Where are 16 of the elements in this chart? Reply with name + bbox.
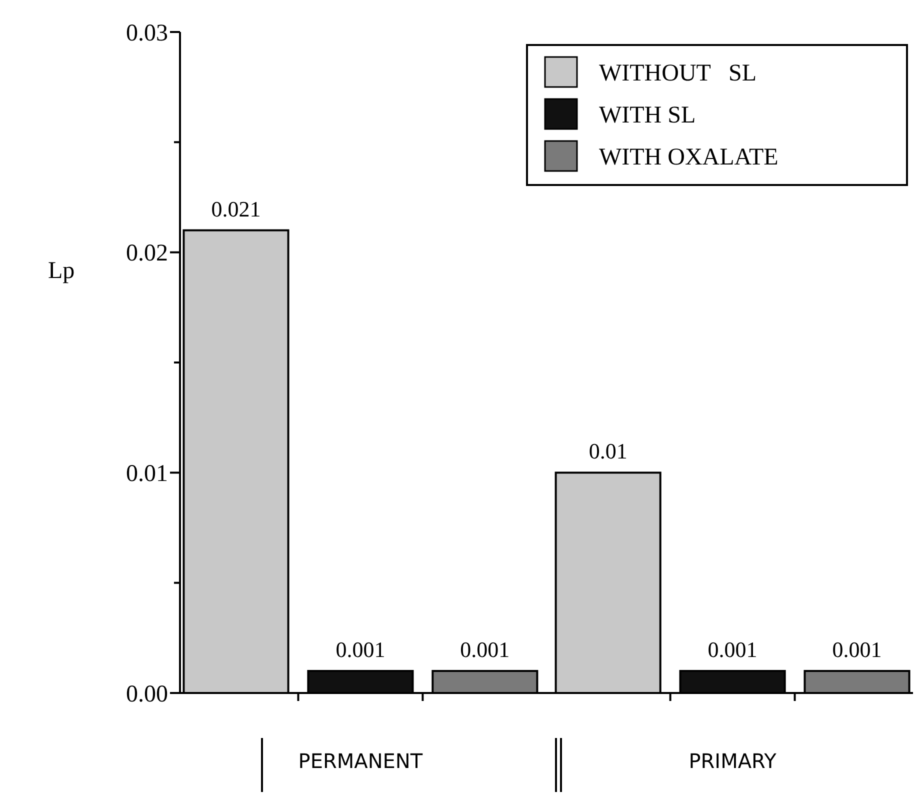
y-tick-label: 0.02	[126, 240, 168, 267]
data-label: 0.001	[460, 636, 510, 662]
y-tick-label: 0.01	[126, 461, 168, 488]
data-label: 0.001	[708, 636, 758, 662]
legend-label: WITHOUT SL	[599, 60, 757, 86]
y-tick-label: 0.00	[126, 681, 168, 708]
y-axis-title: Lp	[48, 258, 75, 284]
data-label: 0.01	[588, 438, 628, 464]
x-tick-label: PERMANENT	[298, 749, 424, 773]
data-label: 0.001	[336, 636, 386, 662]
legend-label: WITH SL	[599, 102, 696, 128]
data-label: 0.021	[211, 196, 261, 222]
x-tick-label: PRIMARY	[688, 749, 778, 773]
y-tick-label: 0.03	[126, 20, 168, 46]
data-label: 0.001	[832, 636, 882, 662]
legend-label: WITH OXALATE	[599, 144, 778, 170]
